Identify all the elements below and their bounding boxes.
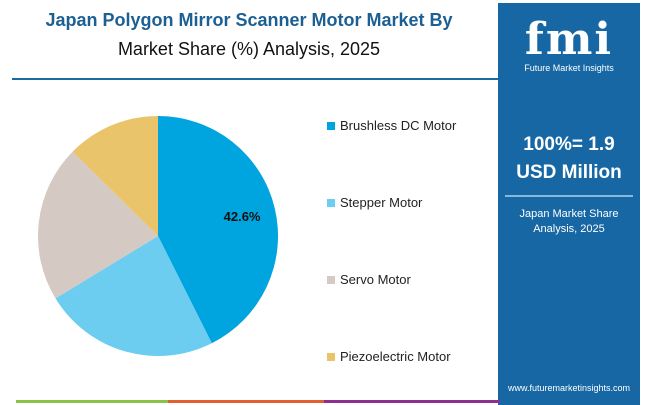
legend-swatch [327,275,335,284]
legend-swatch [327,121,335,130]
pie-slice-servo-motor [37,151,158,299]
panel-subtitle-2: Analysis, 2025 [533,223,605,235]
website-link[interactable]: www.futuremarketinsights.com [507,383,631,393]
bottom-bar-purple [324,400,500,403]
pie-slice-piezoelectric-motor [72,116,158,236]
legend-item: Stepper Motor [327,195,422,210]
logo-subtitle: Future Market Insights [524,63,614,73]
legend-label: Brushless DC Motor [340,118,457,133]
info-panel: fmi Future Market Insights 100%= 1.9 USD… [498,3,640,405]
panel-divider [505,195,633,197]
legend-item: Brushless DC Motor [327,118,456,133]
chart-subtitle: Market Share (%) Analysis, 2025 [117,39,381,59]
pie-slice-stepper-motor [55,236,212,356]
panel-subtitle-1: Japan Market Share [519,208,619,220]
fmi-logo: fmi [524,14,614,65]
total-unit: USD Million [516,162,622,183]
pie-chart: 42.6% [37,116,278,356]
data-label: 42.6% [224,209,261,224]
total-value: 100%= 1.9 [523,134,615,155]
legend-item: Piezoelectric Motor [327,349,451,364]
title-divider [12,78,498,80]
legend-label: Servo Motor [340,272,411,287]
bottom-bar-green [16,400,168,403]
legend-swatch [327,352,335,361]
legend-item: Servo Motor [327,272,411,287]
chart-title: Japan Polygon Mirror Scanner Motor Marke… [45,10,453,30]
pie-slice-brushless-dc-motor [158,116,278,344]
bottom-bar-orange [168,400,324,403]
legend-swatch [327,198,335,207]
legend-label: Piezoelectric Motor [340,349,451,364]
legend-label: Stepper Motor [340,195,423,210]
